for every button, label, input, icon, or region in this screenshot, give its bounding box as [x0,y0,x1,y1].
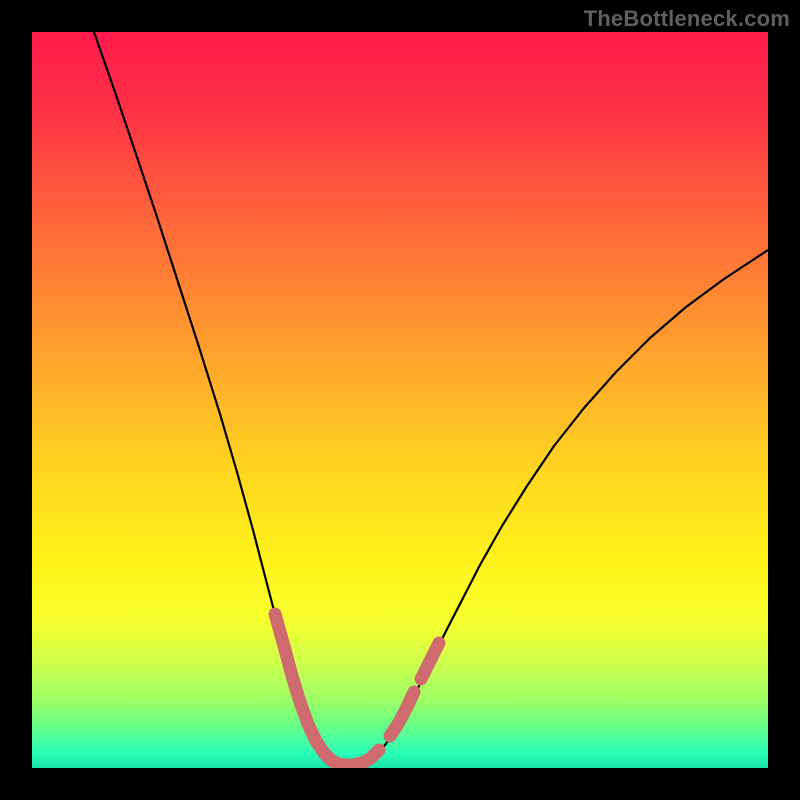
watermark-text: TheBottleneck.com [584,6,790,32]
outer-frame: TheBottleneck.com [0,0,800,800]
plot-area [32,32,768,768]
marker-band-segment-1 [390,692,414,736]
curve-layer [32,32,768,768]
marker-band-segment-2 [421,643,439,679]
marker-band-group [275,614,439,765]
marker-band-segment-0 [275,614,379,765]
